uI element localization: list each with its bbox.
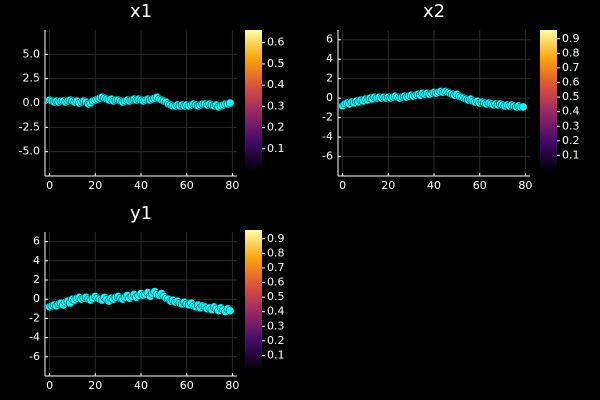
x-tick-label: 80 [518,179,532,192]
colorbar-tick-label: 0.1 [267,142,285,155]
colorbar-tick-label: 0.6 [267,36,285,49]
x-tick-label: 0 [339,179,346,192]
colorbar-tick-label: 0.5 [267,290,285,303]
x-tick-label: 80 [225,179,239,192]
y-tick-label: -2 [322,111,333,124]
colorbar-tick-label: 0.4 [267,305,285,318]
point [225,306,235,315]
y-tick-label: -6 [29,350,40,363]
x-tick-label: 20 [88,379,102,392]
colorbar-tick-label: 0.2 [562,134,580,147]
colorbar-tick-label: 0.8 [562,46,580,59]
colorbar-tick-label: 0.1 [562,148,580,161]
y-tick-label: 0 [33,292,40,305]
x-tick-label: 40 [427,179,441,192]
colorbar [245,30,262,170]
y-tick-label: 5.0 [23,47,41,60]
subplot-title: x1 [130,1,152,22]
x-tick-label: 20 [381,179,395,192]
y-tick-label: 4 [33,254,40,267]
colorbar-tick-label: 0.3 [562,119,580,132]
colorbar-tick-label: 0.7 [267,261,285,274]
x-tick-label: 40 [134,179,148,192]
y-tick-label: 0 [326,91,333,104]
colorbar-tick-label: 0.8 [267,246,285,259]
subplot-title: y1 [130,203,152,224]
y-tick-label: 4 [326,52,333,65]
point [518,102,528,112]
colorbar-tick-label: 0.6 [267,276,285,289]
colorbar-tick-label: 0.9 [562,32,580,45]
y-tick-label: 6 [33,235,40,248]
x-tick-label: 60 [473,179,487,192]
colorbar-tick-label: 0.9 [267,232,285,245]
colorbar-tick-label: 0.4 [562,105,580,118]
x-tick-label: 0 [46,179,53,192]
x-tick-label: 60 [180,179,194,192]
x-tick-label: 40 [134,379,148,392]
colorbar-tick-label: 0.5 [562,90,580,103]
y-tick-label: 2 [33,273,40,286]
colorbar-tick-label: 0.2 [267,121,285,134]
y-tick-label: 0.0 [23,96,41,109]
colorbar-tick-label: 0.1 [267,348,285,361]
colorbar-tick-label: 0.4 [267,78,285,91]
y-tick-label: -4 [29,331,40,344]
x-tick-label: 0 [46,379,53,392]
colorbar-tick-label: 0.6 [562,76,580,89]
x-tick-label: 20 [88,179,102,192]
subplot-title: x2 [423,1,445,22]
colorbar [245,230,262,370]
y-tick-label: -6 [322,150,333,163]
colorbar-tick-label: 0.3 [267,99,285,112]
colorbar-tick-label: 0.2 [267,334,285,347]
y-tick-label: 2.5 [23,72,41,85]
colorbar [540,30,557,170]
y-tick-label: 2 [326,72,333,85]
colorbar-tick-label: 0.7 [562,61,580,74]
x-tick-label: 60 [180,379,194,392]
colorbar-tick-label: 0.5 [267,57,285,70]
y-tick-label: -2 [29,311,40,324]
x-tick-label: 80 [225,379,239,392]
y-tick-label: -2.5 [19,120,40,133]
y-tick-label: -5.0 [19,145,40,158]
colorbar-tick-label: 0.3 [267,319,285,332]
y-tick-label: -4 [322,130,333,143]
y-tick-label: 6 [326,33,333,46]
point [225,98,235,108]
